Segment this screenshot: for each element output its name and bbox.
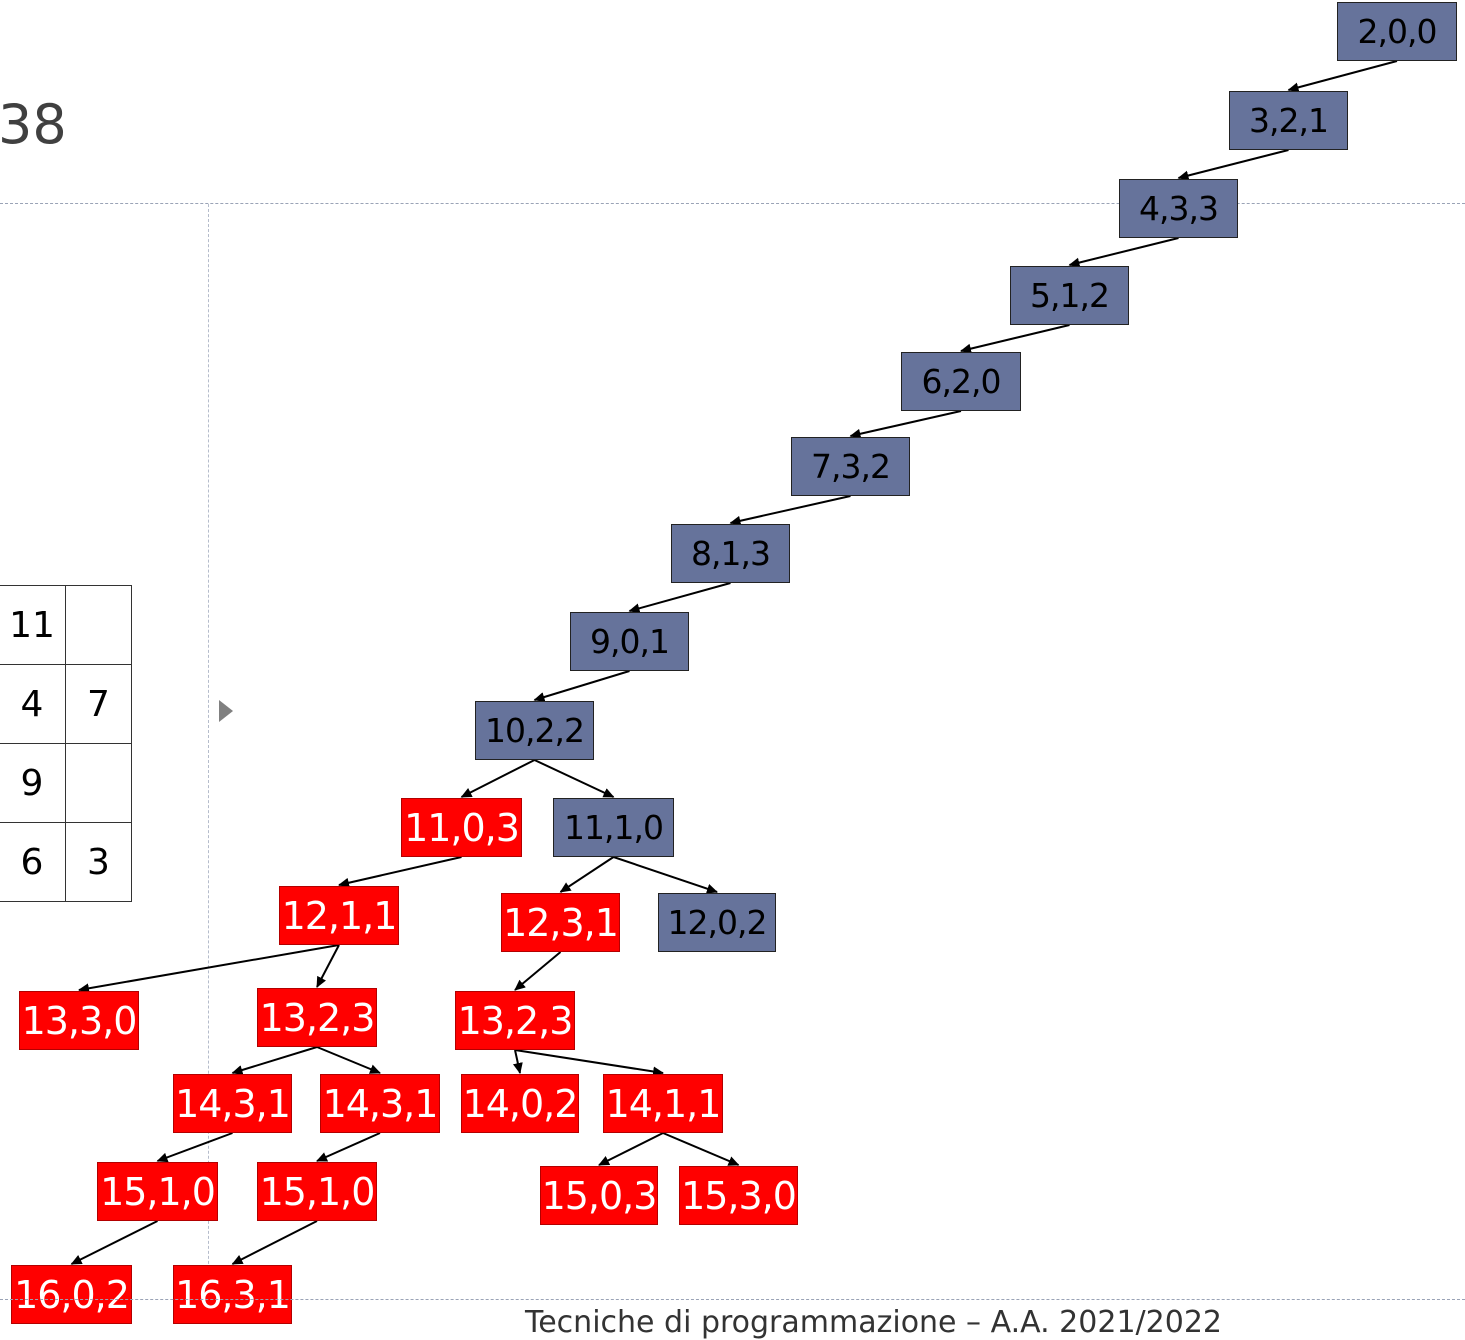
grid-row: 11 — [0, 585, 132, 665]
grid-cell — [65, 743, 132, 823]
tree-edge-arrow — [70, 1220, 158, 1265]
tree-node: 3,2,1 — [1229, 91, 1348, 150]
footer-text: Tecniche di programmazione – A.A. 2021/2… — [525, 1305, 1222, 1340]
footer-divider — [0, 1299, 1465, 1300]
tree-edge-arrow — [628, 582, 731, 614]
tree-edge-arrow — [960, 324, 1070, 354]
grid-row: 9 — [0, 743, 132, 823]
slide-number: 38 — [0, 93, 67, 156]
grid-row: 6 3 — [0, 822, 132, 902]
tree-edge-arrow — [231, 1220, 318, 1265]
tree-edge-arrow — [533, 670, 630, 702]
tree-node: 2,0,0 — [1337, 2, 1457, 61]
number-grid: 11 4 7 9 6 3 — [0, 585, 132, 902]
tree-node: 16,0,2 — [11, 1265, 132, 1324]
grid-cell: 3 — [65, 822, 132, 902]
tree-node: 13,3,0 — [19, 991, 139, 1050]
tree-edge-arrow — [514, 951, 562, 991]
tree-node: 14,3,1 — [320, 1074, 440, 1133]
tree-node: 15,3,0 — [679, 1166, 798, 1225]
tree-edge-arrow — [559, 856, 615, 893]
tree-edge-arrow — [514, 1049, 664, 1077]
tree-node: 9,0,1 — [570, 612, 689, 671]
tree-edge-arrow — [1068, 237, 1179, 268]
tree-edge-arrow — [316, 1132, 381, 1162]
tree-edge-arrow — [460, 759, 535, 798]
tree-node: 6,2,0 — [901, 352, 1021, 411]
tree-node: 7,3,2 — [791, 437, 910, 496]
tree-edge-arrow — [231, 1046, 318, 1075]
tree-edge-arrow — [598, 1132, 664, 1166]
tree-node: 15,1,0 — [97, 1162, 218, 1221]
tree-edge-arrow — [729, 495, 851, 526]
tree-edge-arrow — [316, 944, 340, 988]
tree-node: 12,1,1 — [279, 886, 399, 945]
tree-edge-arrow — [1177, 149, 1289, 181]
bullet-triangle-icon — [219, 700, 233, 722]
tree-edge-arrow — [338, 856, 462, 888]
grid-cell: 7 — [65, 664, 132, 744]
tree-edge-arrow — [316, 1046, 381, 1074]
tree-node: 11,0,3 — [401, 798, 522, 857]
tree-node: 16,3,1 — [173, 1265, 292, 1324]
tree-edge-arrow — [1287, 60, 1398, 93]
tree-node: 12,3,1 — [501, 893, 620, 952]
tree-node: 14,0,2 — [461, 1074, 579, 1133]
grid-row: 4 7 — [0, 664, 132, 744]
tree-node: 14,1,1 — [603, 1074, 723, 1133]
tree-node: 12,0,2 — [658, 893, 776, 952]
tree-node: 10,2,2 — [475, 701, 594, 760]
tree-edge-arrow — [156, 1132, 233, 1163]
column-guide-line — [208, 204, 209, 1299]
grid-cell: 11 — [0, 585, 66, 665]
tree-edge-arrow — [613, 856, 718, 894]
tree-node: 13,2,3 — [257, 988, 377, 1047]
tree-node: 15,1,0 — [257, 1162, 377, 1221]
tree-node: 11,1,0 — [553, 798, 674, 857]
tree-node: 14,3,1 — [173, 1074, 292, 1133]
tree-node: 5,1,2 — [1010, 266, 1129, 325]
tree-node: 4,3,3 — [1119, 179, 1238, 238]
tree-edge-arrow — [512, 1049, 523, 1074]
grid-cell — [65, 585, 132, 665]
tree-edge-arrow — [534, 759, 615, 798]
tree-node: 15,0,3 — [540, 1166, 658, 1225]
tree-node: 8,1,3 — [671, 524, 790, 583]
tree-edge-arrow — [849, 410, 962, 439]
header-divider — [0, 203, 1465, 204]
tree-edge-arrow — [78, 944, 340, 994]
tree-node: 13,2,3 — [455, 991, 575, 1050]
tree-edge-arrow — [662, 1132, 740, 1166]
